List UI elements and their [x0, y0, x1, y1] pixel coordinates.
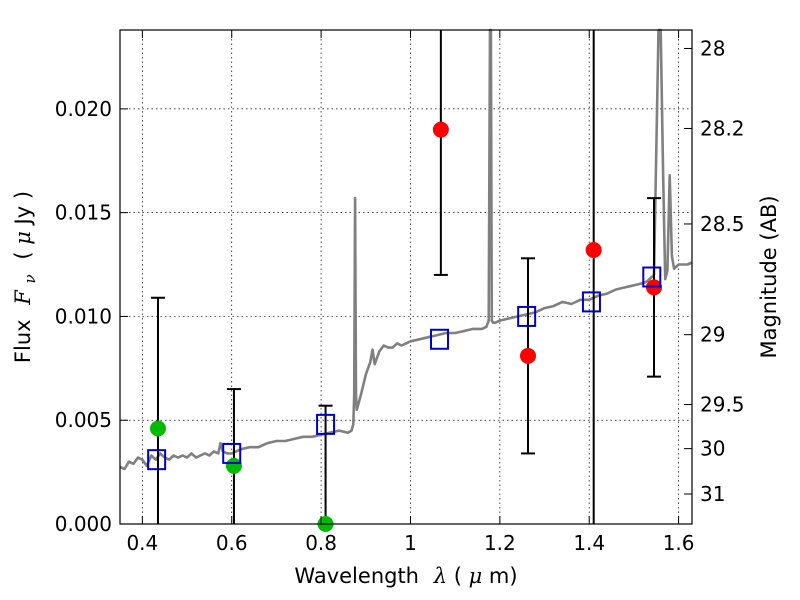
model-flux-square	[222, 442, 242, 464]
data-point-layer	[149, 121, 663, 532]
y-axis-ticks: 0.000 0.005 0.010 0.015 0.020	[55, 97, 128, 536]
y2-tick-label: 30	[700, 437, 725, 461]
model-flux-square	[642, 266, 662, 288]
y2-axis-title: Magnitude (AB)	[757, 195, 781, 358]
non-detection-point	[225, 457, 242, 474]
x-tick-label: 0.4	[126, 531, 158, 555]
plot-frame	[119, 29, 693, 525]
y-tick-label: 0.005	[55, 408, 112, 432]
detection-point	[432, 121, 449, 138]
template-spectrum-line	[119, 28, 693, 471]
x-tick-label: 1	[404, 531, 417, 555]
model-flux-square	[581, 291, 601, 313]
y2-tick-label: 28.5	[700, 212, 745, 236]
model-flux-square	[147, 449, 167, 471]
y2-tick-label: 28	[700, 36, 725, 60]
non-detection-point	[149, 420, 166, 437]
model-flux-square	[517, 305, 537, 327]
template-spectrum-layer	[119, 28, 693, 471]
model-flux-layer	[147, 266, 662, 471]
x-tick-label: 0.6	[216, 531, 248, 555]
y2-axis-ticks: 28 28.2 28.5 29 29.5 30 31	[684, 36, 745, 506]
grid	[120, 30, 692, 525]
y-tick-label: 0.015	[55, 201, 112, 225]
model-flux-square	[316, 413, 336, 435]
y-axis-title: Flux F ν ( μ Jy )	[11, 191, 40, 363]
x-tick-label: 1.6	[663, 531, 695, 555]
y2-tick-label: 29.5	[700, 393, 745, 417]
x-axis-ticks: 0.4 0.6 0.8 1 1.2 1.4 1.6	[126, 30, 695, 555]
model-flux-square	[430, 328, 450, 350]
x-axis-title: Wavelength λ ( μ m)	[294, 564, 517, 588]
y-tick-label: 0.000	[55, 512, 112, 536]
y-tick-label: 0.010	[55, 304, 112, 328]
y-tick-label: 0.020	[55, 97, 112, 121]
errorbar-layer	[150, 30, 662, 524]
detection-point	[585, 242, 602, 259]
y2-tick-label: 28.2	[700, 116, 745, 140]
y2-tick-label: 31	[700, 482, 725, 506]
detection-point	[519, 347, 536, 364]
x-tick-label: 1.2	[484, 531, 516, 555]
x-tick-label: 1.4	[573, 531, 605, 555]
x-tick-label: 0.8	[305, 531, 337, 555]
y2-tick-label: 29	[700, 323, 725, 347]
